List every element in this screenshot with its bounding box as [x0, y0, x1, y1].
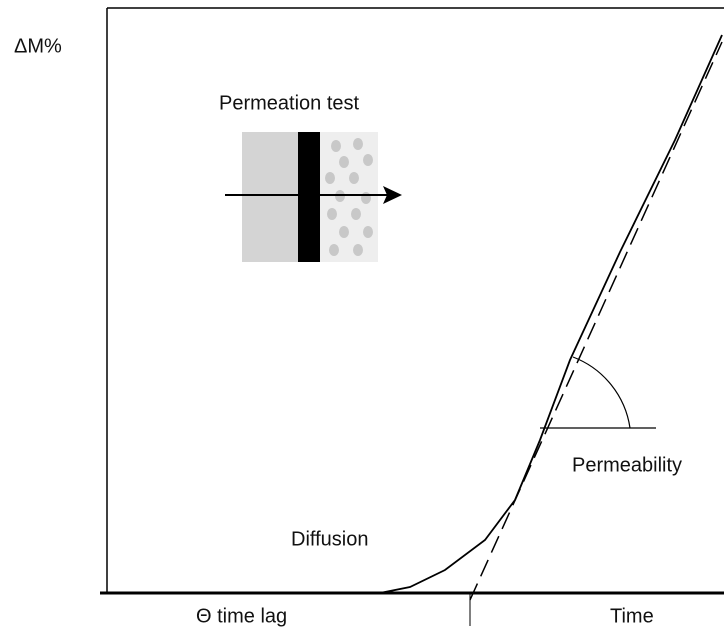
flow-arrowhead: [383, 186, 402, 204]
diffusion-label: Diffusion: [291, 528, 368, 550]
slope-arc: [572, 356, 631, 429]
y-axis-label: ΔM%: [14, 35, 62, 57]
x-axis-label: Time: [610, 605, 654, 627]
inset-title: Permeation test: [219, 92, 360, 114]
time-lag-label: Θ time lag: [196, 605, 287, 627]
inset-upstream: [242, 132, 298, 262]
asymptote: [469, 41, 723, 601]
inset-particles: [325, 138, 373, 256]
inset-membrane: [298, 132, 320, 262]
permeation-curve: [107, 34, 723, 594]
permeability-label: Permeability: [572, 454, 682, 476]
